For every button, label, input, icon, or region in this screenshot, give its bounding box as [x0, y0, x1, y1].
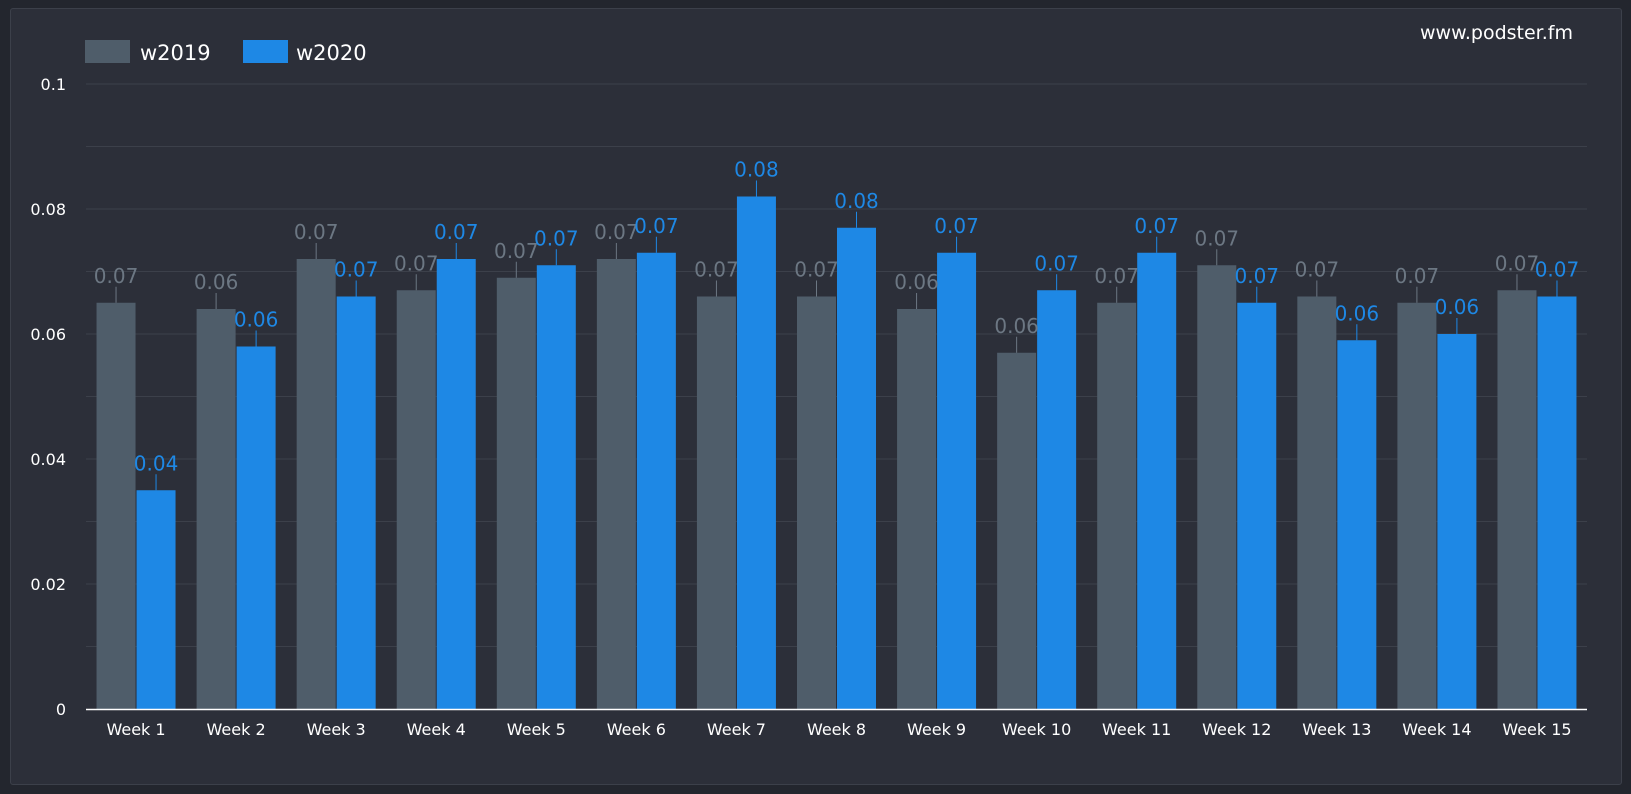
bar-w2019-week-7[interactable] — [696, 296, 736, 710]
data-label-w2020: 0.07 — [434, 220, 479, 244]
bar-w2020-week-9[interactable] — [937, 252, 977, 709]
bar-w2020-week-4[interactable] — [436, 259, 476, 709]
y-tick-label: 0.1 — [41, 75, 66, 94]
bar-w2019-week-1[interactable] — [96, 302, 136, 709]
bar-w2019-week-15[interactable] — [1497, 290, 1537, 709]
bar-w2020-week-1[interactable] — [136, 490, 176, 709]
bar-w2020-week-15[interactable] — [1537, 296, 1577, 710]
legend-swatch-w2020 — [243, 40, 288, 63]
y-axis-ticks: 0 0.02 0.04 0.06 0.08 0.1 — [30, 75, 66, 719]
data-label-w2020: 0.08 — [734, 158, 779, 182]
x-tick-label: Week 4 — [407, 720, 466, 739]
data-label-w2020: 0.07 — [1235, 264, 1280, 288]
data-label-w2020: 0.07 — [534, 226, 579, 250]
legend-swatch-w2019 — [85, 40, 130, 63]
bar-w2019-week-12[interactable] — [1197, 265, 1237, 709]
y-tick-label: 0.08 — [30, 200, 66, 219]
bar-w2019-week-13[interactable] — [1297, 296, 1337, 710]
bar-w2020-week-13[interactable] — [1337, 340, 1377, 709]
brand-watermark[interactable]: www.podster.fm — [1420, 22, 1573, 44]
legend-item-w2020[interactable]: w2020 — [243, 40, 367, 65]
x-tick-label: Week 7 — [707, 720, 766, 739]
x-tick-label: Week 2 — [207, 720, 266, 739]
bar-w2020-week-8[interactable] — [837, 227, 876, 709]
data-label-w2019: 0.07 — [1295, 258, 1340, 282]
bar-w2019-week-9[interactable] — [897, 309, 937, 709]
data-label-w2019: 0.07 — [494, 239, 539, 263]
data-label-w2019: 0.07 — [694, 258, 739, 282]
x-tick-label: Week 12 — [1202, 720, 1271, 739]
y-tick-label: 0.06 — [30, 325, 66, 344]
data-label-w2019: 0.06 — [894, 270, 939, 294]
bar-w2019-week-10[interactable] — [997, 352, 1037, 709]
data-label-w2020: 0.08 — [834, 189, 879, 213]
bar-w2020-week-5[interactable] — [536, 265, 576, 709]
x-tick-label: Week 15 — [1502, 720, 1571, 739]
x-tick-label: Week 1 — [106, 720, 165, 739]
bar-w2020-week-3[interactable] — [336, 296, 376, 710]
x-tick-label: Week 11 — [1102, 720, 1171, 739]
x-tick-label: Week 8 — [807, 720, 866, 739]
data-label-w2019: 0.07 — [1195, 226, 1240, 250]
x-tick-label: Week 3 — [307, 720, 366, 739]
y-tick-label: 0 — [56, 700, 66, 719]
bar-w2019-week-5[interactable] — [496, 277, 536, 709]
bar-w2019-week-2[interactable] — [196, 309, 236, 709]
data-label-w2019: 0.07 — [94, 264, 139, 288]
bar-w2019-week-6[interactable] — [596, 259, 636, 709]
bar-w2019-week-4[interactable] — [396, 290, 436, 709]
x-axis-ticks: Week 1 Week 2 Week 3 Week 4 Week 5 Week 6 Week… — [106, 720, 1571, 739]
data-labels: 0.070.040.060.060.070.07 0.070.070.070.07… — [94, 158, 1579, 491]
y-tick-label: 0.02 — [30, 575, 66, 594]
bar-w2020-week-14[interactable] — [1437, 334, 1477, 709]
data-label-w2019: 0.07 — [294, 220, 339, 244]
data-label-w2020: 0.06 — [1335, 301, 1380, 325]
bar-w2019-week-14[interactable] — [1397, 302, 1437, 709]
bar-w2019-week-11[interactable] — [1097, 302, 1137, 709]
gridlines — [86, 83, 1587, 647]
x-tick-label: Week 5 — [507, 720, 566, 739]
y-tick-label: 0.04 — [30, 450, 66, 469]
legend-item-w2019[interactable]: w2019 — [85, 40, 211, 65]
data-label-w2020: 0.07 — [334, 258, 379, 282]
x-tick-label: Week 13 — [1302, 720, 1371, 739]
data-label-w2019: 0.07 — [594, 220, 639, 244]
bar-w2020-week-2[interactable] — [236, 346, 276, 710]
data-label-w2019: 0.07 — [1495, 251, 1540, 275]
bar-w2020-week-12[interactable] — [1237, 302, 1277, 709]
legend-label-w2019: w2019 — [140, 41, 211, 65]
data-label-w2019: 0.07 — [1094, 264, 1139, 288]
data-label-w2020: 0.07 — [1034, 251, 1079, 275]
data-label-w2020: 0.07 — [934, 214, 979, 238]
data-label-w2019: 0.06 — [994, 314, 1039, 338]
data-label-w2019: 0.06 — [194, 270, 239, 294]
data-label-w2020: 0.07 — [1535, 258, 1580, 282]
bars — [96, 196, 1577, 710]
bar-w2020-week-7[interactable] — [736, 196, 776, 710]
bar-w2020-week-11[interactable] — [1137, 252, 1177, 709]
legend: w2019 w2020 — [85, 40, 367, 65]
legend-label-w2020: w2020 — [296, 41, 367, 65]
bar-w2019-week-8[interactable] — [797, 296, 836, 710]
data-label-w2019: 0.07 — [794, 258, 839, 282]
data-label-w2020: 0.06 — [1435, 295, 1480, 319]
bar-w2020-week-10[interactable] — [1037, 290, 1077, 709]
data-label-w2019: 0.07 — [1395, 264, 1440, 288]
data-label-w2020: 0.04 — [134, 451, 179, 475]
data-label-w2019: 0.07 — [394, 251, 439, 275]
x-tick-label: Week 9 — [907, 720, 966, 739]
data-label-w2020: 0.07 — [1134, 214, 1179, 238]
bar-w2019-week-3[interactable] — [296, 259, 336, 709]
x-tick-label: Week 14 — [1402, 720, 1471, 739]
data-label-w2020: 0.06 — [234, 308, 279, 332]
data-label-w2020: 0.07 — [634, 214, 679, 238]
bar-w2020-week-6[interactable] — [636, 252, 676, 709]
x-tick-label: Week 10 — [1002, 720, 1071, 739]
x-tick-label: Week 6 — [607, 720, 666, 739]
